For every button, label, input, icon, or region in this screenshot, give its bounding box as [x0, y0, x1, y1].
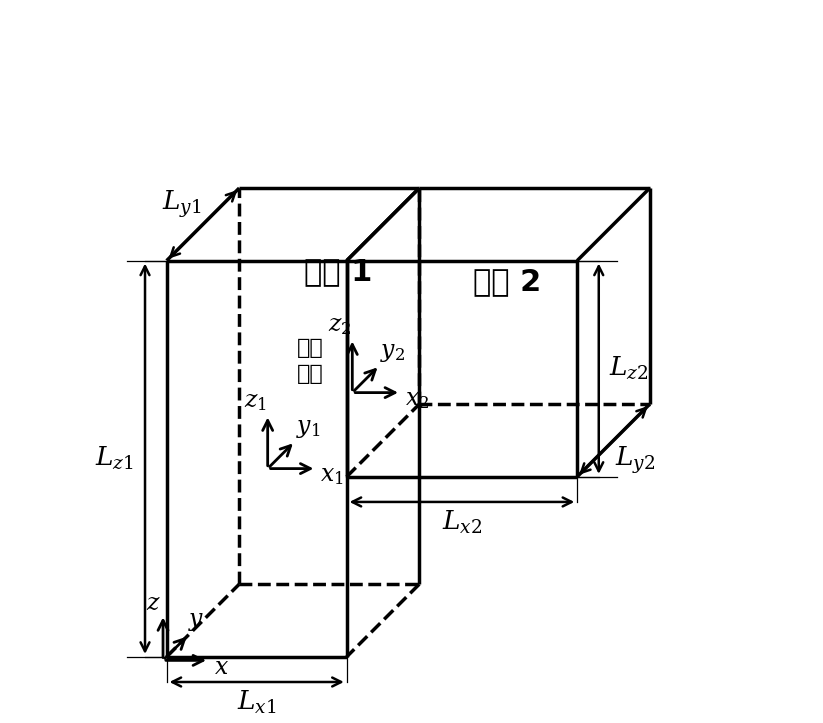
Text: $z_2$: $z_2$ — [328, 314, 351, 337]
Text: 声场 1: 声场 1 — [304, 257, 372, 286]
Text: $L_{z2}$: $L_{z2}$ — [609, 355, 649, 382]
Text: $x_1$: $x_1$ — [320, 464, 344, 487]
Text: 声场 2: 声场 2 — [472, 268, 541, 296]
Text: $L_{y1}$: $L_{y1}$ — [161, 189, 201, 220]
Text: $L_{x1}$: $L_{x1}$ — [237, 688, 277, 716]
Text: 耦合
界面: 耦合 界面 — [297, 338, 324, 384]
Text: $L_{z1}$: $L_{z1}$ — [95, 445, 134, 472]
Text: $x$: $x$ — [215, 656, 230, 679]
Text: $L_{y2}$: $L_{y2}$ — [615, 445, 655, 476]
Text: $y$: $y$ — [188, 610, 204, 633]
Text: $y_2$: $y_2$ — [380, 341, 405, 364]
Text: $z$: $z$ — [146, 592, 161, 615]
Text: $z_1$: $z_1$ — [244, 390, 267, 413]
Text: $x_2$: $x_2$ — [405, 388, 429, 411]
Text: $y_1$: $y_1$ — [295, 417, 320, 440]
Text: $L_{x2}$: $L_{x2}$ — [442, 508, 482, 536]
